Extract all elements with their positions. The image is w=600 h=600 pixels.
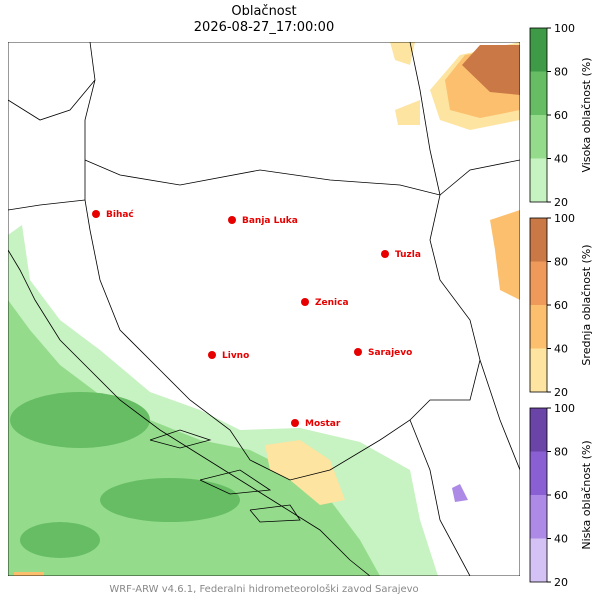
colorbar-band [530, 158, 547, 202]
cities: Bihać Banja Luka Tuzla Zenica Livno Sarajevo M… [92, 209, 421, 429]
colorbar-band [530, 538, 547, 582]
country-border [84, 42, 96, 160]
colorbar-tick-label: 100 [554, 22, 575, 35]
colorbar-tick-label: 40 [554, 533, 568, 546]
island [249, 504, 301, 523]
coastline [8, 249, 371, 576]
city-marker [208, 351, 216, 359]
country-border [8, 199, 86, 211]
title: Oblačnost [231, 4, 296, 19]
cloud-area [8, 300, 380, 576]
colorbar-band [530, 115, 547, 159]
cloud-area [490, 210, 520, 300]
city-label: Livno [222, 351, 249, 361]
colorbar-band [530, 218, 547, 262]
map [8, 42, 520, 576]
cloud-area [20, 522, 100, 558]
colorbar-tick-label: 100 [554, 212, 575, 225]
cloud-area [462, 45, 520, 95]
colorbar-band [530, 28, 547, 72]
cloud-area [265, 440, 345, 505]
colorbar-label: Niska oblačnost (%) [580, 440, 593, 549]
cloud-area [14, 572, 44, 576]
colorbar-tick-label: 60 [554, 109, 568, 122]
city-marker [301, 298, 309, 306]
city-marker [92, 210, 100, 218]
colorbar-band [530, 408, 547, 452]
cloud-area [100, 478, 240, 522]
island [199, 469, 272, 495]
city-marker [228, 216, 236, 224]
colorbar-band [530, 495, 547, 539]
city-label: Bihać [106, 209, 134, 220]
country-border [409, 42, 441, 196]
city-marker [291, 419, 299, 427]
colorbar-tick-label: 80 [554, 446, 568, 459]
colorbar-label: Srednja oblačnost (%) [580, 244, 593, 365]
cloud-area [390, 42, 415, 65]
footer: WRF-ARW v4.6.1, Federalni hidrometeorolo… [109, 583, 418, 595]
country-border [8, 79, 96, 121]
colorbar-band [530, 261, 547, 305]
colorbar-tick-label: 40 [554, 343, 568, 356]
colorbar-tick-label: 20 [554, 386, 568, 399]
colorbar-tick-label: 40 [554, 153, 568, 166]
colorbar-label: Visoka oblačnost (%) [580, 57, 593, 172]
colorbar-tick-label: 60 [554, 299, 568, 312]
cloud-area [395, 100, 420, 125]
city-marker [381, 250, 389, 258]
colorbar-tick-label: 20 [554, 196, 568, 209]
country-border [84, 159, 481, 481]
island [149, 429, 212, 449]
colorbar-band [530, 348, 547, 392]
colorbar-tick-label: 80 [554, 66, 568, 79]
cloud-area [452, 484, 468, 502]
colorbar-tick-label: 80 [554, 256, 568, 269]
country-border [439, 159, 520, 196]
city-label: Banja Luka [242, 216, 298, 226]
city-marker [354, 348, 362, 356]
city-label: Mostar [305, 419, 341, 429]
city-label: Sarajevo [368, 348, 412, 358]
colorbar-band [530, 305, 547, 349]
country-border [479, 359, 520, 471]
city-label: Zenica [315, 298, 349, 308]
colorbar-tick-label: 100 [554, 402, 575, 415]
colorbars: 20 40 60 80 100 Visoka oblačnost (%) 20 40 60 80 1… [529, 22, 593, 589]
cloud-area [10, 392, 150, 448]
city-label: Tuzla [395, 250, 421, 260]
colorbar-tick-label: 20 [554, 576, 568, 589]
colorbar-band [530, 451, 547, 495]
subtitle: 2026-08-27_17:00:00 [194, 20, 334, 35]
colorbar-tick-label: 60 [554, 489, 568, 502]
country-border [409, 419, 471, 576]
colorbar-band [530, 71, 547, 115]
